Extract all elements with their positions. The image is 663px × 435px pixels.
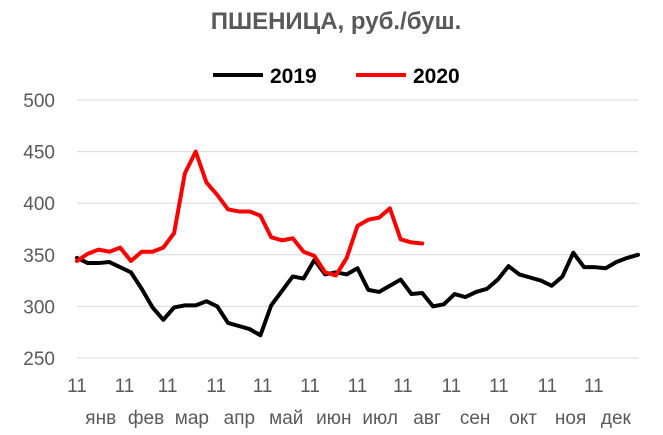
x-tick-month-label: сен (460, 408, 491, 429)
y-tick-label: 350 (23, 246, 55, 267)
x-tick-day-label: 11 (158, 376, 178, 397)
x-axis-ticks: 11янв11фев11мар11апр11май11июн11июл11авг… (67, 376, 631, 429)
x-tick-day-label: 11 (253, 376, 273, 397)
x-tick-month-label: дек (601, 408, 632, 429)
legend: 2019 2020 (213, 65, 460, 88)
x-tick-day-label: 11 (584, 376, 604, 397)
x-tick-month-label: апр (224, 408, 255, 429)
series-line-2019 (75, 250, 640, 338)
y-tick-label: 450 (23, 143, 55, 164)
series-lines (75, 149, 640, 338)
x-tick-day-label: 11 (538, 376, 558, 397)
x-tick-month-label: окт (509, 408, 537, 429)
x-tick-month-label: май (269, 408, 303, 429)
series-line-2020 (75, 149, 425, 278)
x-tick-day-label: 11 (206, 376, 226, 397)
x-tick-month-label: июл (362, 408, 398, 429)
legend-label-2019: 2019 (270, 65, 317, 88)
x-tick-month-label: мар (175, 408, 209, 429)
y-tick-label: 400 (23, 194, 55, 215)
y-axis-ticks: 250 300 350 400 450 500 (23, 91, 55, 370)
chart-title: ПШЕНИЦА, руб./буш. (211, 8, 462, 35)
y-tick-label: 250 (23, 349, 55, 370)
legend-label-2020: 2020 (413, 65, 460, 88)
x-tick-day-label: 11 (115, 376, 135, 397)
x-tick-day-label: 11 (348, 376, 368, 397)
x-tick-month-label: авг (413, 408, 441, 429)
x-tick-day-label: 11 (300, 376, 320, 397)
x-tick-month-label: янв (85, 408, 116, 429)
y-tick-label: 500 (23, 91, 55, 112)
gridlines (77, 99, 638, 359)
x-tick-month-label: июн (316, 408, 351, 429)
x-tick-month-label: фев (128, 408, 164, 429)
x-tick-day-label: 11 (489, 376, 509, 397)
x-tick-day-label: 11 (393, 376, 413, 397)
x-tick-month-label: ноя (555, 408, 586, 429)
x-tick-day-label: 11 (441, 376, 461, 397)
y-tick-label: 300 (23, 297, 55, 318)
x-tick-day-label: 11 (67, 376, 87, 397)
